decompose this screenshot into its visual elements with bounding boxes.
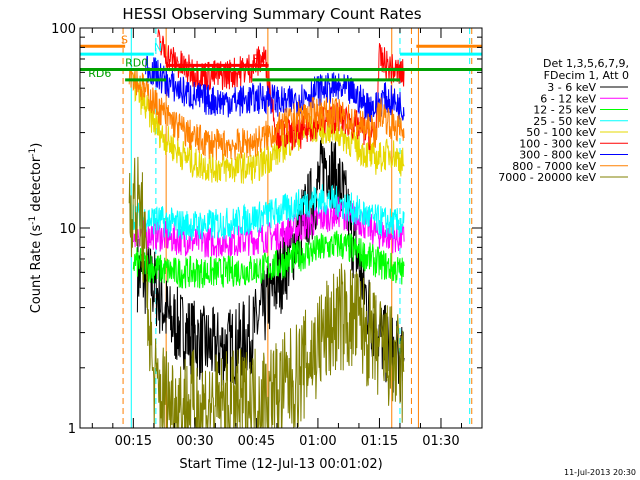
- y-tick-label-100: 100: [51, 22, 76, 37]
- chart-title: HESSI Observing Summary Count Rates: [122, 5, 421, 23]
- legend-label-12-25-kev: 12 - 25 keV: [533, 104, 596, 117]
- series-layer: [128, 28, 405, 428]
- legend: Det 1,3,5,6,7,9,FDecim 1, Att 03 - 6 keV…: [498, 57, 629, 184]
- series-line-3-6-kev: [136, 137, 405, 402]
- flag-label-rd0: RD0: [125, 57, 148, 70]
- legend-label-300-800-kev: 300 - 800 keV: [519, 149, 596, 162]
- legend-header-0: Det 1,3,5,6,7,9,: [543, 57, 629, 70]
- flag-label-n: N: [154, 41, 162, 54]
- x-tick-label-00-30: 00:30: [176, 434, 213, 449]
- y-axis-label: Count Rate (s-1 detector-1): [28, 143, 44, 314]
- x-tick-label-01-30: 01:30: [422, 434, 459, 449]
- series-line-300-800-kev: [145, 55, 405, 123]
- flag-label-s: S: [121, 33, 128, 46]
- series-line-7000-20000-kev: [128, 156, 405, 428]
- x-tick-label-01-00: 01:00: [299, 434, 336, 449]
- legend-label-6-12-kev: 6 - 12 keV: [540, 92, 596, 105]
- x-tick-label-00-45: 00:45: [238, 434, 275, 449]
- flag-label-rd6: RD6: [88, 67, 111, 80]
- legend-label-800-7000-kev: 800 - 7000 keV: [512, 160, 596, 173]
- x-tick-label-01-15: 01:15: [361, 434, 398, 449]
- flag-layer: S N RD0 RD6 FL: [80, 33, 482, 82]
- legend-label-50-100-kev: 50 - 100 keV: [526, 126, 596, 139]
- legend-label-3-6-kev: 3 - 6 keV: [547, 81, 596, 94]
- legend-label-100-300-kev: 100 - 300 keV: [519, 137, 596, 150]
- legend-label-7000-20000-kev: 7000 - 20000 keV: [498, 171, 596, 184]
- legend-header-1: FDecim 1, Att 0: [544, 69, 629, 82]
- y-tick-label-1: 1: [68, 422, 76, 437]
- x-tick-label-00-15: 00:15: [115, 434, 152, 449]
- y-axis-ticks: 1 10 100: [51, 22, 482, 437]
- generation-timestamp: 11-Jul-2013 20:30: [564, 468, 636, 477]
- series-line-800-7000-kev: [128, 68, 405, 161]
- series-line-50-100-kev: [132, 71, 405, 184]
- y-tick-label-10: 10: [59, 222, 76, 237]
- flag-label-fl: FL: [252, 52, 265, 65]
- x-axis-label: Start Time (12-Jul-13 00:01:02): [179, 457, 382, 472]
- series-line-12-25-kev: [132, 230, 405, 289]
- legend-label-25-50-kev: 25 - 50 keV: [533, 115, 596, 128]
- series-line-25-50-kev: [132, 184, 405, 241]
- x-axis-ticks: 00:15 00:30 00:45 01:00 01:15 01:30: [91, 28, 462, 449]
